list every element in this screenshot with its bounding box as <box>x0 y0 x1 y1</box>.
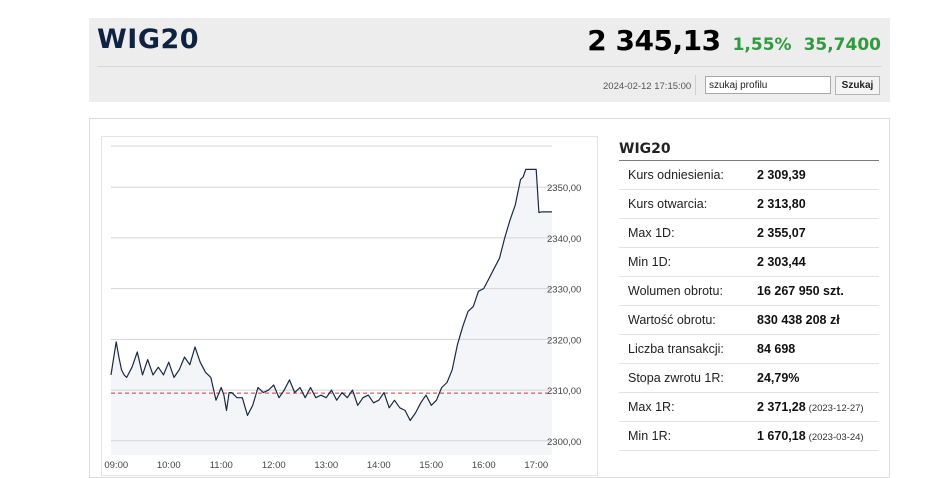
info-value: 84 698 <box>757 342 796 356</box>
info-row: Kurs odniesienia: 2 309,39 <box>619 161 879 190</box>
info-label: Min 1D: <box>628 255 672 269</box>
info-value: 2 309,39 <box>757 168 806 182</box>
info-row: Min 1D: 2 303,44 <box>619 248 879 277</box>
info-value: 24,79% <box>757 371 800 385</box>
info-value-number: 2 371,28 <box>757 400 806 414</box>
x-tick-label: 12:00 <box>262 460 286 471</box>
info-date: (2023-03-24) <box>808 432 864 443</box>
x-tick-label: 16:00 <box>472 460 496 471</box>
y-tick-label: 2340,00 <box>547 234 581 245</box>
y-tick-label: 2300,00 <box>547 437 581 448</box>
info-value-number: 1 670,18 <box>757 429 806 443</box>
info-row: Liczba transakcji: 84 698 <box>619 335 879 364</box>
x-tick-label: 14:00 <box>367 460 391 471</box>
info-row: Wolumen obrotu: 16 267 950 szt. <box>619 277 879 306</box>
x-tick-label: 15:00 <box>419 460 443 471</box>
chart-canvas: 2350,00 2340,00 2330,00 2320,00 2310,00 2300,… <box>104 145 581 471</box>
info-row: Wartość obrotu: 830 438 208 zł <box>619 306 879 335</box>
info-value: 2 355,07 <box>757 226 806 240</box>
header-divider <box>97 66 882 67</box>
current-price: 2 345,13 <box>587 24 721 57</box>
intraday-chart: 2350,00 2340,00 2330,00 2320,00 2310,00 2300,… <box>101 136 598 476</box>
chart-area-fill <box>111 169 552 455</box>
info-label: Min 1R: <box>628 429 672 443</box>
info-value: 830 438 208 zł <box>757 313 840 327</box>
content-panel: 2350,00 2340,00 2330,00 2320,00 2310,00 2300,… <box>89 118 890 478</box>
info-row: Max 1R: 2 371,28 (2023-12-27) <box>619 393 879 422</box>
toolbar-separator <box>695 75 696 95</box>
info-row: Stopa zwrotu 1R: 24,79% <box>619 364 879 393</box>
quote-header: WIG20 2 345,13 1,55% 35,7400 2024-02-12 … <box>89 18 890 102</box>
info-label: Wartość obrotu: <box>628 313 716 327</box>
x-tick-label: 09:00 <box>104 460 128 471</box>
info-title: WIG20 <box>619 137 879 161</box>
index-title: WIG20 <box>97 24 200 55</box>
info-label: Kurs otwarcia: <box>628 197 708 211</box>
info-label: Wolumen obrotu: <box>628 284 723 298</box>
search-button[interactable]: Szukaj <box>835 76 880 95</box>
info-row: Kurs otwarcia: 2 313,80 <box>619 190 879 219</box>
info-label: Stopa zwrotu 1R: <box>628 371 724 385</box>
x-tick-label: 10:00 <box>157 460 181 471</box>
info-value: 2 313,80 <box>757 197 806 211</box>
quote-timestamp: 2024-02-12 17:15:00 <box>603 81 692 92</box>
search-input[interactable] <box>705 76 831 94</box>
y-tick-label: 2350,00 <box>547 183 581 194</box>
info-label: Max 1D: <box>628 226 675 240</box>
x-tick-label: 11:00 <box>210 460 233 471</box>
info-label: Liczba transakcji: <box>628 342 724 356</box>
quote-summary: 2 345,13 1,55% 35,7400 <box>587 24 881 57</box>
info-value: 2 303,44 <box>757 255 806 269</box>
info-value: 16 267 950 szt. <box>757 284 844 298</box>
y-tick-label: 2310,00 <box>547 386 581 397</box>
info-value: 1 670,18 (2023-03-24) <box>757 429 864 443</box>
y-tick-label: 2320,00 <box>547 335 581 346</box>
info-row: Max 1D: 2 355,07 <box>619 219 879 248</box>
change-absolute: 35,7400 <box>803 35 881 55</box>
change-percent: 1,55% <box>732 35 792 55</box>
info-date: (2023-12-27) <box>808 403 864 414</box>
info-label: Max 1R: <box>628 400 675 414</box>
info-label: Kurs odniesienia: <box>628 168 724 182</box>
x-tick-label: 17:00 <box>524 460 548 471</box>
y-tick-label: 2330,00 <box>547 285 581 296</box>
info-value: 2 371,28 (2023-12-27) <box>757 400 864 414</box>
x-tick-label: 13:00 <box>314 460 338 471</box>
series-line <box>110 168 552 422</box>
info-table: WIG20 Kurs odniesienia: 2 309,39 Kurs ot… <box>619 137 879 451</box>
info-row: Min 1R: 1 670,18 (2023-03-24) <box>619 422 879 451</box>
